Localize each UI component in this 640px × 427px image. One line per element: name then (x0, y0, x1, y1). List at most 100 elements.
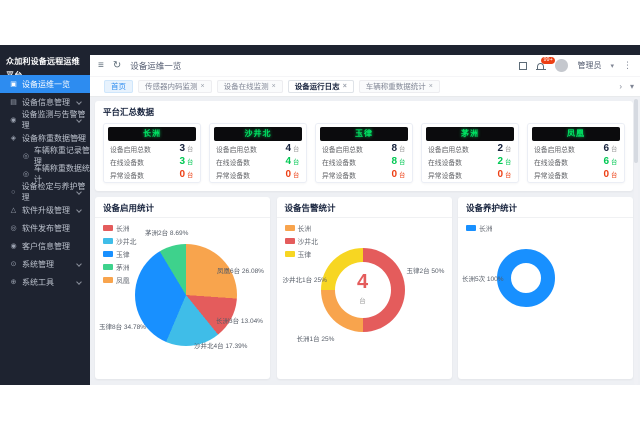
online-count: 4 (285, 156, 291, 167)
maintain-chart-legend: 长洲 (466, 223, 493, 236)
fullscreen-icon[interactable] (519, 61, 528, 70)
chevron-down-icon[interactable]: ▾ (610, 62, 614, 70)
total-count: 4 (285, 143, 291, 154)
abnormal-count: 0 (179, 169, 185, 180)
station-card-yulv: 玉律 设备启用总数 8 台 在线设备数 8 台 异常设备数 0 台 (315, 123, 413, 183)
close-icon[interactable]: × (271, 83, 276, 90)
maintain-chart-card: 设备养护统计 长洲 长洲5次 100% (458, 197, 633, 379)
abnormal-count: 0 (391, 169, 397, 180)
header-right: 99+ 管理员 ▾ ⋮ (519, 56, 632, 72)
sidebar-item-release[interactable]: ◎ 软件发布管理 (10, 223, 70, 233)
sidebar-item-weigh-stats[interactable]: ◎ 车辆称重数据统计 (22, 164, 90, 184)
legend-item[interactable]: 长洲 (103, 223, 136, 233)
user-name[interactable]: 管理员 (577, 61, 602, 70)
legend-item[interactable]: 长洲 (284, 223, 318, 233)
sidebar-item-verify-maintain[interactable]: ○ 设备检定与养护管理 (0, 182, 90, 202)
pie-label-yulv: 玉律8台 34.78% (99, 324, 146, 331)
station-card-maozhou: 茅洲 设备启用总数 2 台 在线设备数 2 台 异常设备数 0 台 (421, 123, 519, 183)
enable-pie-chart[interactable] (135, 244, 237, 346)
tab-list-dropdown-icon[interactable]: ▾ (629, 82, 634, 91)
online-count: 8 (391, 156, 397, 167)
pie-label-shajingbei: 沙井北4台 17.39% (194, 343, 248, 350)
wrench-icon: ⊕ (10, 279, 17, 286)
total-count: 6 (603, 143, 609, 154)
header-bar: ≡ ↻ 设备运维一览 99+ 管理员 ▾ ⋮ (90, 55, 640, 77)
alarm-chart-card: 设备告警统计 长洲 沙井北 玉律 4 台 玉律2台 50% 沙井北1台 25% … (276, 197, 452, 379)
tab-weigh-stats[interactable]: 车辆称重数据统计 × (358, 80, 440, 93)
legend-item[interactable]: 沙井北 (284, 236, 318, 246)
tab-device-online[interactable]: 设备在线监测 × (216, 80, 283, 93)
station-card-changzhou: 长洲 设备启用总数 3 台 在线设备数 3 台 异常设备数 0 台 (103, 123, 201, 183)
app-window: 众加利设备远程运维平台 ▣ 设备运维一览 ▤ 设备信息管理 ◉ 设备监测与告警管… (0, 45, 640, 385)
legend-item[interactable]: 茅洲 (103, 262, 136, 272)
station-name-led: 沙井北 (214, 127, 302, 141)
chevron-down-icon (76, 99, 82, 105)
abnormal-count: 0 (285, 169, 291, 180)
close-icon[interactable]: × (342, 83, 347, 90)
chart-title: 设备启用统计 (103, 203, 155, 213)
kebab-menu-icon[interactable]: ⋮ (623, 60, 632, 70)
close-icon[interactable]: × (428, 83, 433, 90)
tab-home[interactable]: 首页 (104, 80, 133, 93)
tab-scroll-right-icon[interactable]: › (619, 82, 622, 91)
pie-label-changzhou: 长洲3台 13.04% (216, 318, 263, 325)
legend-item[interactable]: 长洲 (466, 223, 493, 233)
content-scrollbar[interactable] (634, 97, 638, 385)
app-title: 众加利设备远程运维平台 (6, 57, 80, 80)
station-name-led: 长洲 (108, 127, 196, 141)
donut-label-yulv: 玉律2台 50% (406, 268, 445, 275)
sidebar-item-weigh-data[interactable]: ◈ 设备称重数据管理 (10, 133, 86, 143)
refresh-icon[interactable]: ↻ (112, 60, 122, 71)
online-count: 6 (603, 156, 609, 167)
maintain-donut-chart[interactable] (497, 249, 555, 307)
upgrade-icon: △ (10, 207, 17, 214)
donut-label-changzhou: 长洲1台 25% (296, 336, 335, 343)
sidebar-item-system[interactable]: ⊙ 系统管理 (0, 255, 90, 273)
tab-scroll-left-icon[interactable]: ‹ (184, 82, 187, 91)
legend-item[interactable]: 凤凰 (103, 275, 136, 285)
monitor-icon: ◉ (10, 117, 17, 124)
tab-sensor-code[interactable]: 传感器内码监测 × (138, 80, 212, 93)
pie-label-maozhou: 茅洲2台 8.69% (145, 230, 189, 237)
summary-panel: 平台汇总数据 长洲 设备启用总数 3 台 在线设备数 3 台 异常设备数 0 台 沙井北 设… (95, 101, 633, 191)
top-dark-bar (0, 45, 640, 55)
online-count: 2 (497, 156, 503, 167)
sidebar-item-overview[interactable]: ▣ 设备运维一览 (0, 75, 90, 93)
sidebar-item-customer[interactable]: ◉ 客户信息管理 (10, 241, 70, 251)
notification-bell-icon[interactable]: 99+ (536, 56, 555, 71)
avatar[interactable] (555, 59, 569, 72)
close-icon[interactable]: × (200, 83, 205, 90)
chevron-down-icon (76, 207, 82, 213)
legend-item[interactable]: 玉律 (103, 249, 136, 259)
enable-chart-card: 设备启用统计 长洲 沙井北 玉律 茅洲 凤凰 茅洲2台 8.69% 凤凰6台 2… (95, 197, 270, 379)
bullet-icon: ◎ (22, 153, 29, 160)
tab-run-log[interactable]: 设备运行日志 × (287, 80, 354, 93)
pie-label-fenghuang: 凤凰6台 26.08% (217, 268, 264, 275)
donut-label-shajingbei: 沙井北1台 25% (282, 277, 327, 284)
total-count: 2 (497, 143, 503, 154)
collapse-menu-icon[interactable]: ≡ (98, 60, 104, 71)
scrollbar-thumb[interactable] (634, 99, 638, 163)
user-icon: ◉ (10, 243, 17, 250)
clock-icon: ○ (11, 188, 16, 196)
alarm-total-value: 4 (356, 271, 369, 293)
chevron-down-icon (76, 279, 82, 285)
abnormal-count: 0 (603, 169, 609, 180)
sidebar-item-weigh-records[interactable]: ◎ 车辆称重记录管理 (22, 146, 90, 166)
legend-item[interactable]: 玉律 (284, 249, 318, 259)
donut-label-changzhou: 长洲5次 100% (462, 276, 504, 283)
sidebar-item-tools[interactable]: ⊕ 系统工具 (0, 273, 90, 291)
station-name-led: 玉律 (320, 127, 408, 141)
sidebar-item-upgrade[interactable]: △ 软件升级管理 (0, 201, 90, 219)
alarm-total-unit: 台 (359, 298, 366, 305)
legend-item[interactable]: 沙井北 (103, 236, 136, 246)
sidebar-item-monitor-alarm[interactable]: ◉ 设备监测与告警管理 (10, 110, 86, 130)
scale-icon: ◈ (10, 135, 17, 142)
chevron-down-icon (76, 261, 82, 267)
sidebar-item-device-info[interactable]: ▤ 设备信息管理 (0, 93, 90, 111)
chart-title: 设备养护统计 (466, 203, 518, 213)
tab-bar: ‹ 首页 传感器内码监测 × 设备在线监测 × 设备运行日志 × 车辆称重数据统计 × … (90, 77, 640, 97)
alarm-chart-legend: 长洲 沙井北 玉律 (284, 223, 318, 262)
gear-icon: ◎ (10, 225, 17, 232)
gear-icon: ⊙ (10, 261, 17, 268)
